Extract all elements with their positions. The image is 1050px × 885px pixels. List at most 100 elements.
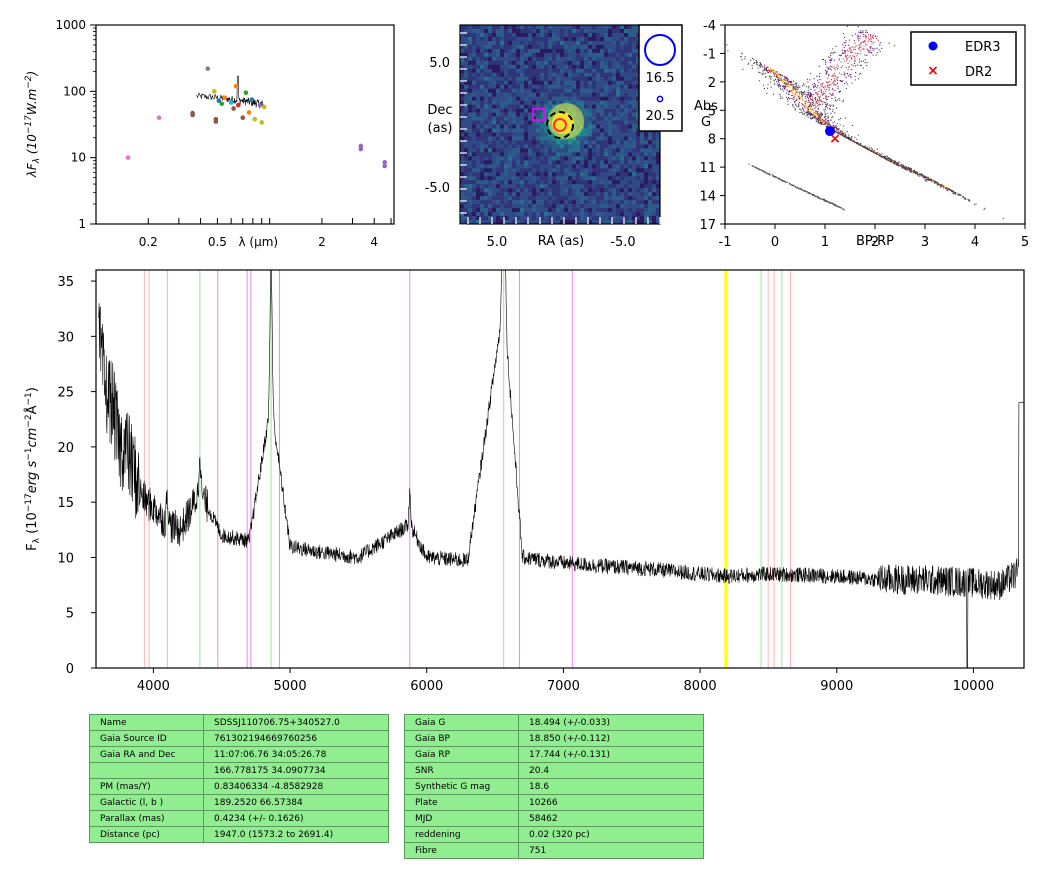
image-pixel xyxy=(576,176,581,181)
image-pixel xyxy=(580,100,585,105)
image-pixel xyxy=(512,36,517,42)
hr-density-point xyxy=(871,149,873,151)
image-pixel xyxy=(544,40,549,46)
hr-y-tick-label: 5 xyxy=(708,104,716,119)
hr-density-point xyxy=(784,82,786,84)
hr-density-point xyxy=(785,84,787,86)
image-pixel xyxy=(496,60,501,66)
image-pixel xyxy=(512,156,517,161)
image-pixel xyxy=(540,144,545,149)
image-pixel xyxy=(556,68,561,74)
image-pixel xyxy=(464,196,469,201)
image-pixel xyxy=(644,184,649,189)
image-pixel xyxy=(544,68,549,74)
image-pixel xyxy=(532,200,537,205)
image-pixel xyxy=(636,152,641,157)
info-table-left-value: 761302194669760256 xyxy=(203,730,389,747)
image-pixel xyxy=(600,104,605,109)
image-pixel xyxy=(484,48,489,54)
hr-density-point xyxy=(832,75,834,77)
image-pixel xyxy=(588,152,593,157)
image-pixel xyxy=(468,176,473,181)
image-pixel xyxy=(636,176,641,181)
image-pixel xyxy=(612,25,617,30)
image-pixel xyxy=(528,212,533,217)
hr-density-point xyxy=(820,115,822,117)
image-pixel xyxy=(600,152,605,157)
hr-density-point xyxy=(796,94,798,96)
hr-density-point xyxy=(815,106,817,108)
hr-density-point xyxy=(867,148,869,150)
hr-density-point xyxy=(854,42,856,44)
hr-density-point xyxy=(904,166,906,168)
image-pixel xyxy=(464,148,469,153)
image-pixel xyxy=(548,100,553,105)
image-pixel xyxy=(504,32,509,38)
image-pixel xyxy=(588,96,593,101)
hr-density-point xyxy=(808,92,810,94)
image-pixel xyxy=(460,144,465,149)
hr-density-point xyxy=(883,157,885,159)
hr-density-point xyxy=(918,175,920,177)
image-pixel xyxy=(636,72,641,78)
info-table-left-key: Distance (pc) xyxy=(89,826,204,843)
image-pixel xyxy=(500,188,505,193)
image-pixel xyxy=(592,140,597,145)
image-pixel xyxy=(476,176,481,181)
image-pixel xyxy=(528,136,533,141)
hr-density-point xyxy=(776,71,778,73)
image-pixel xyxy=(532,176,537,181)
image-pixel xyxy=(556,184,561,189)
hr-density-point xyxy=(807,106,809,108)
hr-density-point xyxy=(831,82,833,84)
image-pixel xyxy=(536,28,541,34)
image-pixel xyxy=(624,84,629,89)
image-pixel xyxy=(488,148,493,153)
hr-density-point xyxy=(950,191,952,193)
spectrum-x-tick-label: 9000 xyxy=(820,679,853,694)
hr-density-point xyxy=(792,88,794,90)
image-pixel xyxy=(544,184,549,189)
hr-density-point xyxy=(860,143,862,145)
sed-point xyxy=(261,104,267,110)
image-pixel xyxy=(624,200,629,205)
image-pixel xyxy=(532,25,537,30)
image-pixel xyxy=(636,36,641,42)
image-pixel xyxy=(588,88,593,93)
image-pixel xyxy=(640,196,645,201)
image-pixel xyxy=(592,44,597,50)
hr-density-point xyxy=(764,171,766,173)
image-pixel xyxy=(600,212,605,217)
image-pixel xyxy=(616,104,621,109)
hr-density-point xyxy=(809,92,811,94)
image-pixel xyxy=(564,25,569,30)
image-pixel xyxy=(560,64,565,70)
image-pixel xyxy=(464,208,469,213)
image-pixel xyxy=(548,64,553,70)
image-pixel xyxy=(628,136,633,141)
hr-density-point xyxy=(883,156,885,158)
hr-density-point xyxy=(836,123,838,125)
image-pixel xyxy=(636,88,641,93)
image-pixel xyxy=(472,188,477,193)
image-pixel xyxy=(632,168,637,173)
hr-density-point xyxy=(827,87,829,89)
image-pixel xyxy=(480,188,485,193)
image-pixel xyxy=(464,25,469,30)
hr-density-point xyxy=(843,42,845,44)
hr-density-point xyxy=(794,186,796,188)
image-pixel xyxy=(580,136,585,141)
hr-density-point xyxy=(908,168,910,170)
image-pixel xyxy=(472,104,477,109)
image-pixel xyxy=(628,76,633,82)
spectrum-y-tick-label: 20 xyxy=(57,441,74,456)
hr-density-point xyxy=(908,167,910,169)
hr-density-point xyxy=(818,91,820,93)
hr-density-point xyxy=(834,204,836,206)
hr-density-point xyxy=(865,147,867,149)
image-pixel xyxy=(512,40,517,46)
hr-density-point xyxy=(786,83,788,85)
image-pixel xyxy=(496,212,501,217)
info-table-right-key: reddening xyxy=(404,826,519,843)
hr-density-point xyxy=(825,94,827,96)
